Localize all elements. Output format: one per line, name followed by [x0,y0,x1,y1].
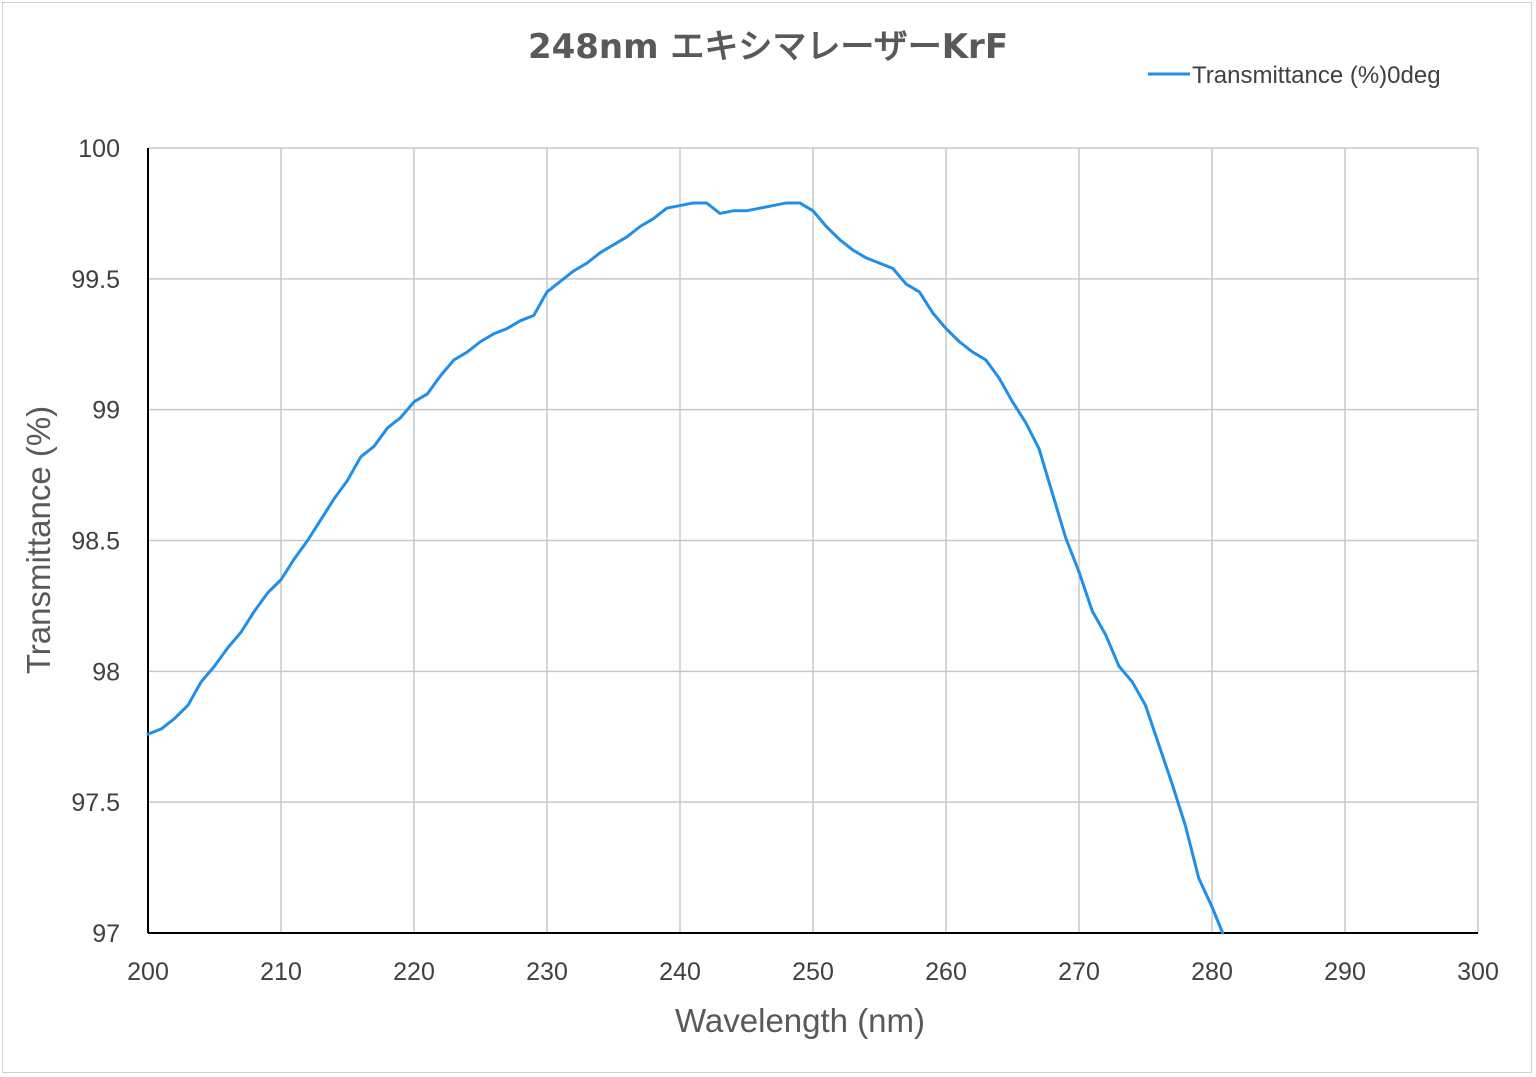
x-tick-label: 240 [659,958,701,986]
x-tick-label: 230 [526,958,568,986]
y-tick-label: 98 [92,658,120,686]
x-tick-label: 250 [792,958,834,986]
x-axis-title: Wavelength (nm) [675,1002,925,1039]
x-tick-label: 290 [1324,958,1366,986]
y-tick-label: 99 [92,397,120,425]
y-axis-title: Transmittance (%) [20,406,57,674]
x-tick-label: 260 [925,958,967,986]
x-tick-label: 210 [260,958,302,986]
y-tick-label: 98.5 [71,528,120,556]
x-tick-label: 220 [393,958,435,986]
y-axis-ticks: 97 97.5 98 98.5 99 99.5 100 [71,135,120,948]
series-line-transmittance [148,203,1223,933]
y-tick-label: 100 [78,135,120,163]
legend-label: Transmittance (%)0deg [1192,62,1441,89]
series-layer [148,203,1223,933]
y-tick-label: 99.5 [71,266,120,294]
y-tick-label: 97 [92,920,120,948]
chart-title: 248nm エキシマレーザーKrF [528,27,1008,67]
x-axis-ticks: 200 210 220 230 240 250 260 270 280 290 300 [127,958,1499,986]
legend: Transmittance (%)0deg [1148,62,1441,89]
gridlines [148,148,1478,933]
x-tick-label: 280 [1191,958,1233,986]
x-tick-label: 300 [1457,958,1499,986]
x-tick-label: 270 [1058,958,1100,986]
x-tick-label: 200 [127,958,169,986]
y-tick-label: 97.5 [71,789,120,817]
